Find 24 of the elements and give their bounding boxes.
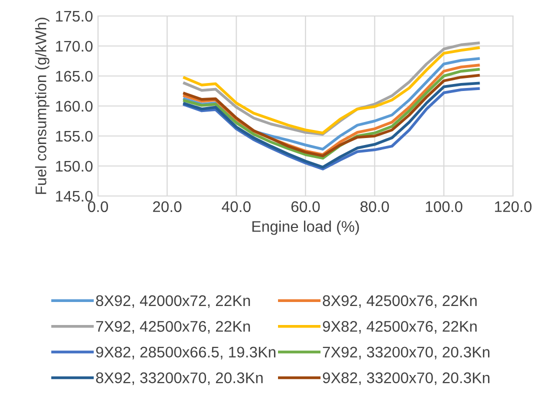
y-tick-label: 155.0 — [56, 130, 93, 142]
y-tick-label: 160.0 — [56, 100, 93, 112]
x-tick-label: 80.0 — [360, 201, 389, 212]
y-tick-label: 175.0 — [56, 10, 93, 22]
x-tick-label: 0.0 — [88, 201, 108, 212]
legend-label: 8X92, 33200x70, 20.3Kn — [96, 372, 263, 386]
x-tick-label: 60.0 — [291, 201, 320, 212]
y-tick-label: 150.0 — [56, 160, 93, 172]
x-tick-label: 40.0 — [222, 201, 251, 212]
y-axis-title: Fuel consumption (g/kWh) — [35, 18, 50, 194]
y-tick-label: 165.0 — [56, 70, 93, 82]
legend-label: 8X92, 42500x76, 22Kn — [322, 295, 477, 308]
legend-label: 8X92, 42000x72, 22Kn — [96, 295, 250, 308]
legend-label: 9X82, 28500x66.5, 19.3Kn — [96, 346, 276, 360]
y-tick-label: 170.0 — [56, 40, 93, 52]
legend-label: 9X82, 42500x76, 22Kn — [322, 321, 477, 334]
x-tick-label: 120.0 — [495, 201, 532, 212]
legend-label: 7X92, 42500x76, 22Kn — [96, 321, 250, 334]
legend-label: 7X92, 33200x70, 20.3Kn — [322, 346, 490, 360]
legend-label: 9X82, 33200x70, 20.3Kn — [322, 372, 490, 386]
x-tick-label: 20.0 — [153, 201, 182, 212]
y-tick-label: 145.0 — [56, 190, 93, 202]
x-tick-label: 100.0 — [426, 201, 462, 212]
x-axis-title: Engine load (%) — [252, 220, 359, 235]
